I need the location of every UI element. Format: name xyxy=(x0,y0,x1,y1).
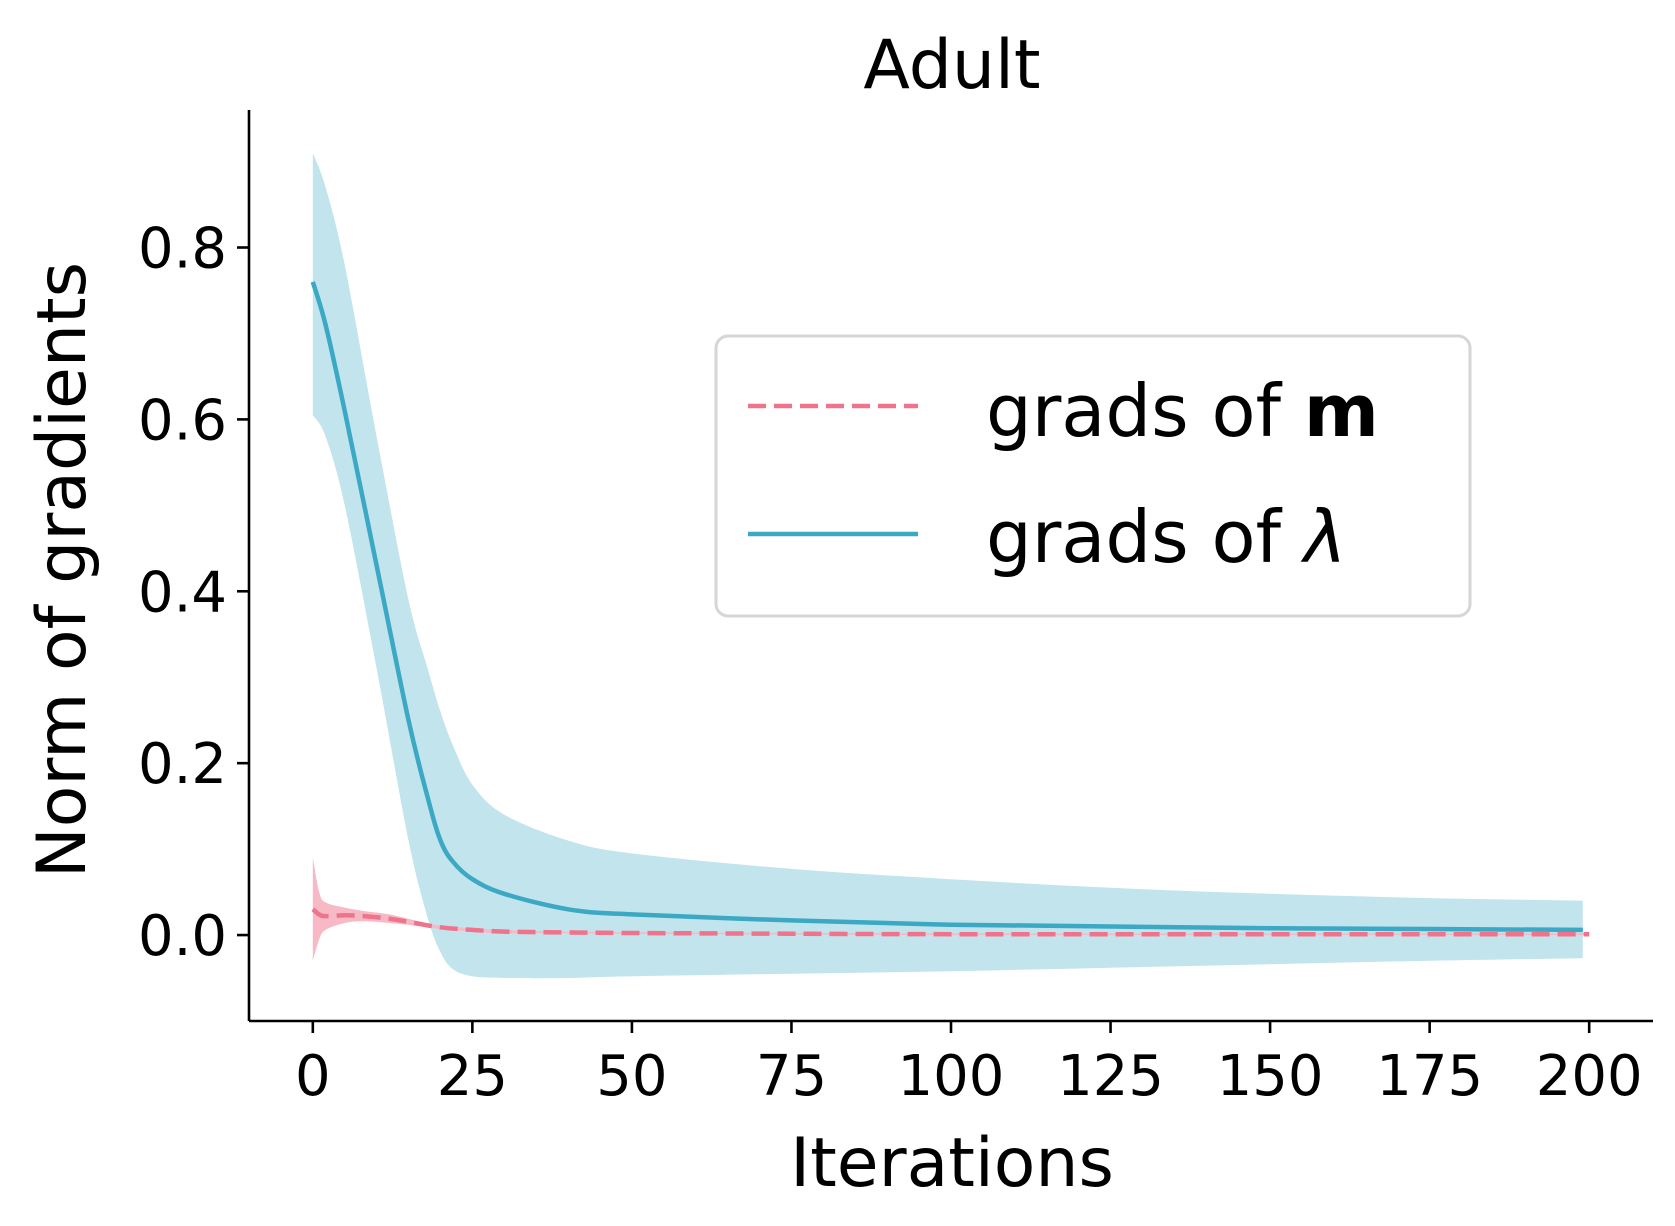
band-m xyxy=(312,857,1590,961)
y-tick-label-4: 0.8 xyxy=(138,217,227,282)
x-tick-label-25: 25 xyxy=(437,1044,508,1109)
x-axis-label: Iterations xyxy=(790,1124,1114,1203)
y-tick-label-3: 0.6 xyxy=(138,388,227,453)
x-tick-label-75: 75 xyxy=(756,1044,827,1109)
x-tick-label-200: 200 xyxy=(1536,1044,1643,1109)
x-tick-label-0: 0 xyxy=(295,1044,331,1109)
y-tick-label-0: 0.0 xyxy=(138,904,227,969)
y-axis-label: Norm of gradients xyxy=(23,262,102,878)
confidence-bands xyxy=(312,153,1590,979)
legend-label-m-symbol: m xyxy=(1304,369,1379,453)
legend: grads of m grads of λ xyxy=(714,334,1472,618)
legend-label-lambda-prefix: grads of xyxy=(986,495,1304,579)
series-lines xyxy=(310,281,1590,937)
band-lambda xyxy=(312,153,1583,979)
x-axis-ticks: 0 25 50 75 100 125 150 175 200 xyxy=(295,1021,1643,1109)
x-tick-label-150: 150 xyxy=(1217,1044,1324,1109)
series-line-lambda xyxy=(310,281,1583,933)
legend-label-m-prefix: grads of xyxy=(986,369,1304,453)
y-tick-label-1: 0.2 xyxy=(138,732,227,797)
legend-label-lambda-symbol: λ xyxy=(1300,495,1347,579)
series-line-m xyxy=(311,907,1590,937)
legend-label-lambda: grads of λ xyxy=(986,495,1346,579)
legend-label-m: grads of m xyxy=(986,369,1379,453)
x-tick-label-175: 175 xyxy=(1376,1044,1483,1109)
x-tick-label-50: 50 xyxy=(596,1044,667,1109)
x-tick-label-125: 125 xyxy=(1057,1044,1164,1109)
x-tick-label-100: 100 xyxy=(898,1044,1005,1109)
y-tick-label-2: 0.4 xyxy=(138,560,227,625)
y-axis-ticks: 0.0 0.2 0.4 0.6 0.8 xyxy=(138,217,249,969)
chart-title: Adult xyxy=(863,26,1040,105)
